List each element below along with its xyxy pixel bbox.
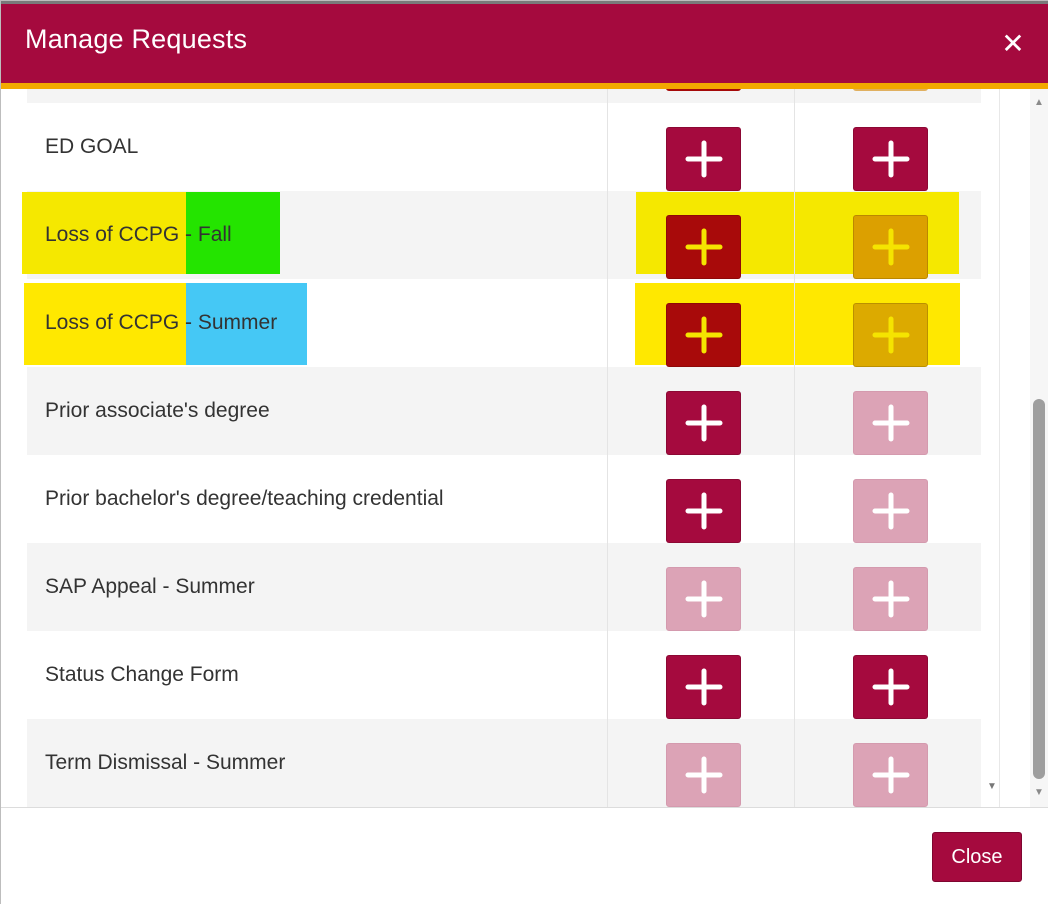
plus-icon bbox=[685, 316, 722, 354]
request-label: Status Change Form bbox=[45, 663, 239, 686]
scrollbar-thumb[interactable] bbox=[1033, 399, 1045, 779]
add-request-button[interactable] bbox=[666, 391, 741, 455]
add-request-button[interactable] bbox=[666, 655, 741, 719]
add-request-button-disabled bbox=[853, 567, 928, 631]
scrollbar[interactable]: ▲ ▼ bbox=[999, 89, 1048, 807]
plus-icon bbox=[685, 668, 722, 706]
plus-icon bbox=[685, 756, 722, 794]
plus-icon bbox=[872, 404, 909, 442]
add-request-button[interactable] bbox=[853, 127, 928, 191]
highlight-green bbox=[186, 192, 280, 274]
scroll-up-icon[interactable]: ▲ bbox=[1034, 97, 1044, 108]
request-label: Term Dismissal - Summer bbox=[45, 751, 286, 774]
plus-icon bbox=[685, 492, 722, 530]
requests-table-area: ED GOAL Loss of CCPG - Fall Loss of CCPG… bbox=[1, 89, 1048, 807]
column-divider bbox=[607, 89, 608, 807]
add-request-button[interactable] bbox=[853, 215, 928, 279]
request-label: SAP Appeal - Summer bbox=[45, 575, 255, 598]
add-request-button[interactable] bbox=[666, 479, 741, 543]
add-request-button[interactable] bbox=[666, 303, 741, 367]
add-request-button-disabled bbox=[666, 743, 741, 807]
table-row: Loss of CCPG - Summer bbox=[24, 279, 981, 367]
plus-icon bbox=[872, 140, 909, 178]
add-request-button-disabled bbox=[853, 479, 928, 543]
plus-icon bbox=[872, 668, 909, 706]
add-request-button-disabled bbox=[853, 743, 928, 807]
table-row: Prior associate's degree bbox=[27, 367, 981, 455]
add-request-button-disabled bbox=[666, 567, 741, 631]
add-request-button[interactable] bbox=[853, 655, 928, 719]
plus-icon bbox=[685, 580, 722, 618]
column-divider bbox=[794, 89, 795, 807]
plus-icon bbox=[872, 492, 909, 530]
add-request-button[interactable] bbox=[666, 127, 741, 191]
request-label: Loss of CCPG - Fall bbox=[45, 223, 232, 246]
request-label: Loss of CCPG - Summer bbox=[45, 311, 278, 334]
table-row: SAP Appeal - Summer bbox=[27, 543, 981, 631]
request-label: Prior associate's degree bbox=[45, 399, 270, 422]
add-request-button[interactable] bbox=[853, 303, 928, 367]
highlight-yellow bbox=[22, 192, 186, 274]
close-icon[interactable]: ✕ bbox=[1001, 28, 1025, 59]
add-request-button[interactable] bbox=[666, 215, 741, 279]
modal-footer: Close bbox=[1, 807, 1048, 905]
requests-table: ED GOAL Loss of CCPG - Fall Loss of CCPG… bbox=[22, 89, 981, 807]
table-row: Status Change Form bbox=[27, 631, 981, 719]
plus-icon bbox=[872, 316, 909, 354]
request-label: ED GOAL bbox=[45, 135, 139, 158]
highlight-yellow bbox=[24, 283, 186, 365]
plus-icon bbox=[872, 756, 909, 794]
add-request-button-disabled bbox=[853, 391, 928, 455]
partial-add-button[interactable] bbox=[853, 89, 928, 91]
table-row: ED GOAL bbox=[27, 103, 981, 191]
plus-icon bbox=[872, 228, 909, 266]
scroll-down-icon[interactable]: ▼ bbox=[1034, 787, 1044, 798]
partial-table-row bbox=[27, 89, 981, 103]
close-button[interactable]: Close bbox=[932, 832, 1022, 882]
partial-add-button[interactable] bbox=[666, 89, 741, 91]
plus-icon bbox=[872, 580, 909, 618]
modal-header: Manage Requests ✕ bbox=[1, 1, 1048, 89]
plus-icon bbox=[685, 140, 722, 178]
table-scroll-down-icon[interactable]: ▼ bbox=[987, 781, 997, 792]
plus-icon bbox=[685, 228, 722, 266]
modal-title: Manage Requests bbox=[25, 24, 248, 54]
table-row: Term Dismissal - Summer bbox=[27, 719, 981, 807]
request-label: Prior bachelor's degree/teaching credent… bbox=[45, 487, 444, 510]
table-row: Prior bachelor's degree/teaching credent… bbox=[27, 455, 981, 543]
highlight-blue bbox=[186, 283, 307, 365]
plus-icon bbox=[685, 404, 722, 442]
table-row: Loss of CCPG - Fall bbox=[22, 191, 981, 279]
